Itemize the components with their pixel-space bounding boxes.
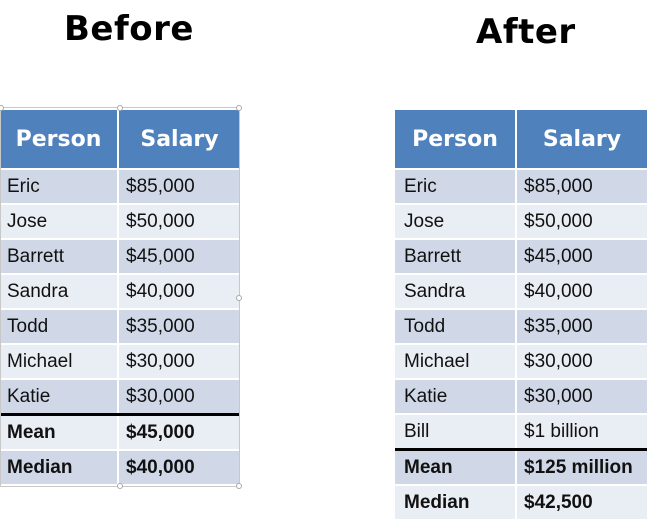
table-row: Eric $85,000 [395,168,647,204]
table-row: Bill $1 billion [395,413,647,450]
salary-cell: $1 billion [515,413,647,450]
person-cell: Eric [395,168,516,204]
table-row: Jose $50,000 [395,203,647,239]
summary-label: Median [0,449,118,484]
before-table: Person Salary Eric $85,000 Jose $50,000 … [0,110,240,484]
person-cell: Jose [395,203,516,239]
person-cell: Michael [395,343,516,379]
summary-value: $40,000 [117,449,240,484]
salary-cell: $85,000 [515,168,647,204]
summary-value: $125 million [515,448,647,485]
salary-cell: $40,000 [515,273,647,309]
person-cell: Sandra [395,273,516,309]
summary-row-median: Median $40,000 [0,449,240,484]
person-cell: Barrett [0,238,118,274]
person-cell: Todd [0,308,118,344]
salary-cell: $45,000 [515,238,647,274]
table-row: Katie $30,000 [0,378,240,415]
table-row: Todd $35,000 [395,308,647,344]
header-row: Person Salary [0,110,240,169]
person-cell: Sandra [0,273,118,309]
table-row: Todd $35,000 [0,308,240,344]
person-cell: Katie [395,378,516,414]
person-cell: Barrett [395,238,516,274]
table-row: Michael $30,000 [395,343,647,379]
summary-row-mean: Mean $45,000 [0,413,240,450]
column-header-person: Person [395,110,516,169]
table-row: Barrett $45,000 [0,238,240,274]
summary-value: $42,500 [515,484,647,519]
column-header-salary: Salary [117,110,240,169]
salary-cell: $30,000 [117,343,240,379]
person-cell: Eric [0,168,118,204]
salary-cell: $30,000 [515,378,647,414]
after-table: Person Salary Eric $85,000 Jose $50,000 … [395,110,647,519]
salary-cell: $40,000 [117,273,240,309]
summary-label: Mean [395,448,516,485]
person-cell: Katie [0,378,118,415]
summary-label: Mean [0,413,118,450]
summary-row-mean: Mean $125 million [395,448,647,485]
column-header-person: Person [0,110,118,169]
table-row: Katie $30,000 [395,378,647,414]
summary-row-median: Median $42,500 [395,484,647,519]
salary-cell: $35,000 [515,308,647,344]
salary-cell: $50,000 [117,203,240,239]
person-cell: Jose [0,203,118,239]
person-cell: Todd [395,308,516,344]
column-header-salary: Salary [515,110,647,169]
salary-cell: $35,000 [117,308,240,344]
after-title: After [476,12,576,52]
summary-value: $45,000 [117,413,240,450]
salary-cell: $45,000 [117,238,240,274]
header-row: Person Salary [395,110,647,169]
before-title: Before [64,9,194,49]
table-row: Sandra $40,000 [395,273,647,309]
salary-cell: $85,000 [117,168,240,204]
table-row: Sandra $40,000 [0,273,240,309]
summary-label: Median [395,484,516,519]
salary-cell: $30,000 [515,343,647,379]
person-cell: Michael [0,343,118,379]
salary-cell: $50,000 [515,203,647,239]
table-row: Jose $50,000 [0,203,240,239]
salary-cell: $30,000 [117,378,240,415]
table-row: Barrett $45,000 [395,238,647,274]
person-cell: Bill [395,413,516,450]
table-row: Michael $30,000 [0,343,240,379]
table-row: Eric $85,000 [0,168,240,204]
